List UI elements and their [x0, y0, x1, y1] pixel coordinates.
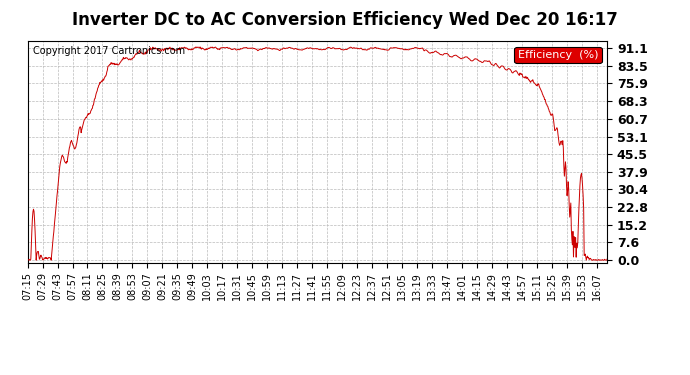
Text: Inverter DC to AC Conversion Efficiency Wed Dec 20 16:17: Inverter DC to AC Conversion Efficiency … [72, 11, 618, 29]
Text: Copyright 2017 Cartronics.com: Copyright 2017 Cartronics.com [33, 46, 186, 56]
Legend: Efficiency  (%): Efficiency (%) [515, 47, 602, 63]
